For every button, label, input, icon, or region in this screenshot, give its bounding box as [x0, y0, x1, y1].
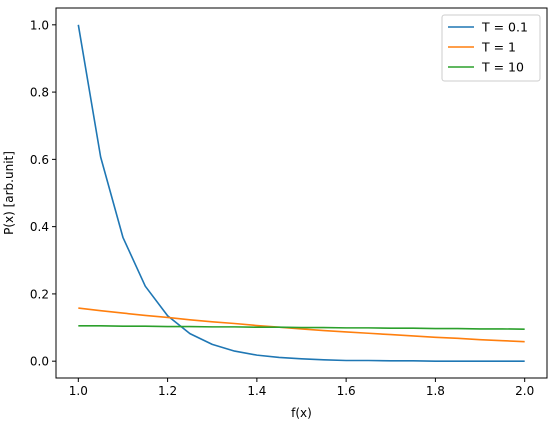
y-tick-label: 0.8 [30, 86, 49, 100]
y-tick-label: 0.4 [30, 220, 49, 234]
x-tick-label: 1.4 [247, 384, 266, 398]
legend-box [441, 14, 541, 82]
series-line-2 [78, 325, 525, 331]
x-tick-label: 1.0 [69, 384, 88, 398]
y-axis-label: P(x) [arb.unit] [2, 151, 16, 235]
plot-frame [55, 7, 548, 379]
y-tick-label: 0.6 [30, 153, 49, 167]
y-tick-label: 0.2 [30, 287, 49, 301]
legend-label: T = 1 [481, 40, 516, 55]
legend-label: T = 10 [481, 60, 524, 75]
y-tick-label: 0.0 [30, 355, 49, 369]
x-tick-label: 1.8 [426, 384, 445, 398]
y-tick-label: 1.0 [30, 18, 49, 32]
x-axis-ticks: 1.0 1.2 1.4 1.6 1.8 2.0 [69, 378, 534, 398]
legend-label: T = 0.1 [481, 20, 528, 35]
x-tick-label: 2.0 [515, 384, 534, 398]
legend: T = 0.1 T = 1 T = 10 [441, 14, 541, 82]
y-axis-ticks: 0.0 0.2 0.4 0.6 0.8 1.0 [30, 18, 56, 369]
plot-lines [77, 24, 525, 362]
x-tick-label: 1.6 [337, 384, 356, 398]
x-axis-label: f(x) [291, 406, 312, 420]
series-line-1 [78, 307, 525, 343]
series-line-0 [77, 24, 525, 362]
x-tick-label: 1.2 [158, 384, 177, 398]
